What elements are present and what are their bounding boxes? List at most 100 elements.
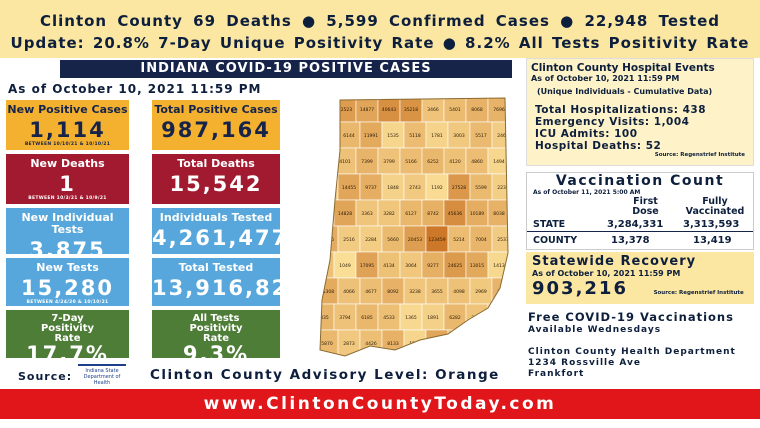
hospital-source: Source: Regenstrief Institute	[654, 152, 745, 158]
county-count: 1781	[431, 133, 443, 139]
county-count: 3485	[471, 315, 483, 321]
county-count: 6144	[343, 133, 355, 139]
county-count: 4860	[471, 159, 483, 165]
hospital-item: Hospital Deaths: 52	[535, 140, 662, 152]
recovery-as-of: As of October 10, 2021 11:59 PM	[532, 269, 681, 278]
county-count: 6161	[453, 341, 465, 347]
stat-title: Total Positive Cases	[154, 103, 278, 116]
stat-note: BETWEEN 9/28/21 & 10/4/21	[28, 364, 107, 369]
county-count: 11308	[320, 289, 334, 295]
county-count: 1494	[493, 159, 505, 165]
vaccination-title: Vaccination Count	[555, 173, 725, 189]
stat-note: BETWEEN 9/28/21 & 10/4/21	[176, 364, 256, 369]
county	[447, 329, 471, 356]
county-count: 4066	[343, 289, 355, 295]
stat-value: 1,114	[29, 118, 106, 142]
row-label: STATE	[533, 219, 566, 230]
county-count: 2235	[497, 185, 509, 191]
stat-box: New Tests 15,280 BETWEEN 4/24/20 & 10/10/2…	[6, 258, 129, 306]
state-outline	[319, 97, 509, 357]
recovery-source: Source: Regenstrief Institute	[653, 290, 744, 296]
stat-box: Total Positive Cases 987,164	[152, 100, 280, 150]
county	[491, 277, 508, 305]
county-count: 5214	[453, 237, 465, 243]
county-count: 6252	[427, 159, 439, 165]
county-count: 27528	[452, 185, 466, 191]
county-count: 6127	[405, 211, 417, 217]
county-count: 14877	[360, 107, 374, 113]
county-count: 1848	[387, 185, 399, 191]
stat-title: New Deaths	[30, 157, 105, 170]
county-count: 1891	[427, 315, 439, 321]
stat-title: All Tests Positivity Rate	[189, 313, 243, 344]
county-count: 6282	[449, 315, 461, 321]
county-count: 5166	[405, 159, 417, 165]
stat-value: 17.7%	[26, 342, 109, 366]
stat-title: 7-Day Positivity Rate	[40, 313, 95, 344]
county-count: 123459	[428, 237, 445, 243]
hospital-item: ICU Admits: 100	[535, 128, 638, 140]
county-count: 14455	[342, 185, 356, 191]
county-count: 2516	[343, 237, 355, 243]
cell: 13,419	[693, 235, 732, 246]
stat-title: Total Deaths	[177, 157, 255, 170]
county-count: 3794	[339, 315, 351, 321]
vaccination-panel: Vaccination Count As of October 11, 2021…	[526, 172, 754, 250]
county-count: 5599	[475, 185, 487, 191]
county-count: 2873	[343, 341, 355, 347]
county	[320, 225, 339, 253]
county-count: 40643	[382, 107, 396, 113]
stat-box: New Individual Tests 3,875	[6, 208, 129, 262]
free-title: Free COVID-19 Vaccinations	[528, 310, 734, 324]
county-count: 8092	[387, 289, 399, 295]
county	[320, 173, 339, 201]
stat-value: 15,280	[20, 276, 115, 300]
recovery-title: Statewide Recovery	[532, 254, 697, 269]
row-label: COUNTY	[533, 235, 578, 246]
stat-title: New Positive Cases	[7, 103, 128, 116]
recovery-panel: Statewide Recovery As of October 10, 202…	[526, 252, 754, 304]
header-band	[0, 0, 760, 58]
header-line: Clinton County 69 Deaths ● 5,599 Confirm…	[39, 12, 721, 30]
banner: INDIANA COVID-19 POSITIVE CASES	[60, 60, 512, 78]
county	[487, 303, 508, 331]
county-count: 2154	[475, 341, 487, 347]
county-count: 8742	[427, 211, 439, 217]
county-count: 5660	[387, 237, 399, 243]
hospital-as-of: As of October 10, 2021 11:59 PM	[531, 74, 680, 83]
county-count: 4309	[493, 315, 505, 321]
county-count: 3282	[383, 211, 395, 217]
county-count: 8038	[493, 211, 505, 217]
county-count: 7004	[475, 237, 487, 243]
county-count: 5118	[409, 133, 421, 139]
logo: Indiana State Department of Health	[78, 364, 126, 386]
county-map: 63384 22523 14877 40643 35218 3466 5401 8068 769…	[319, 97, 509, 357]
county-count: 10189	[470, 211, 484, 217]
address-line: 1234 Rossville Ave	[528, 358, 641, 368]
stat-value: 13,916,821	[152, 276, 305, 300]
county-count: 2969	[475, 289, 487, 295]
county-count: 6185	[361, 315, 373, 321]
advisory: Clinton County Advisory Level: Orange	[150, 367, 500, 383]
county-count: 2284	[365, 237, 377, 243]
county-count: 5870	[321, 341, 333, 347]
county-count: 4134	[383, 263, 395, 269]
hospital-item: Total Hospitalizations: 438	[535, 104, 707, 116]
county-count: 7399	[361, 159, 373, 165]
stat-value: 15,542	[169, 172, 263, 196]
county-count: 1049	[339, 263, 351, 269]
website[interactable]: www.ClintonCountyToday.com	[0, 389, 760, 419]
stat-note: BETWEEN 4/24/20 & 10/10/21	[26, 300, 109, 305]
county-count: 3714	[497, 341, 509, 347]
cell: 13,378	[611, 235, 650, 246]
stat-box: Total Tested 13,916,821	[152, 258, 305, 306]
stat-box: New Positive Cases 1,114 BETWEEN 10/10/21 …	[6, 100, 129, 150]
county-count: 3064	[405, 263, 417, 269]
stat-value: 1	[59, 172, 76, 196]
county	[320, 199, 335, 227]
county-count: 9277	[427, 263, 439, 269]
hospital-subtitle: (Unique Individuals - Cumulative Data)	[537, 87, 713, 96]
county	[465, 303, 489, 331]
county-count: 4120	[449, 159, 461, 165]
county-count: 7813	[321, 133, 333, 139]
